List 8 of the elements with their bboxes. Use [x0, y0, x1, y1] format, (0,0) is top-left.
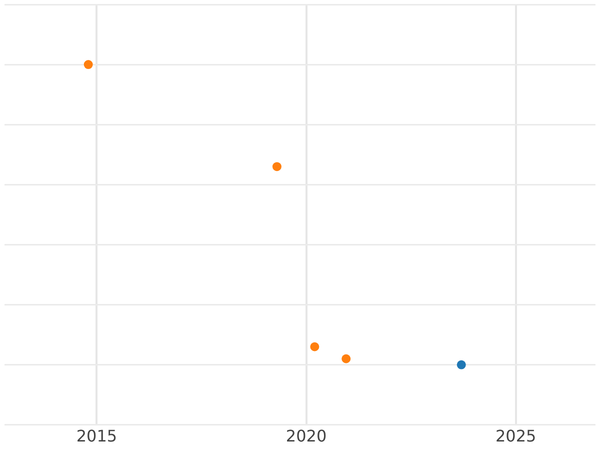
point — [342, 354, 351, 364]
point — [272, 162, 282, 172]
point — [310, 342, 320, 352]
x-tick-label: 2015 — [76, 426, 118, 446]
point — [456, 360, 466, 370]
x-tick-label: 2020 — [286, 426, 327, 446]
x-tick-label: 2025 — [496, 426, 536, 446]
point — [84, 60, 93, 70]
